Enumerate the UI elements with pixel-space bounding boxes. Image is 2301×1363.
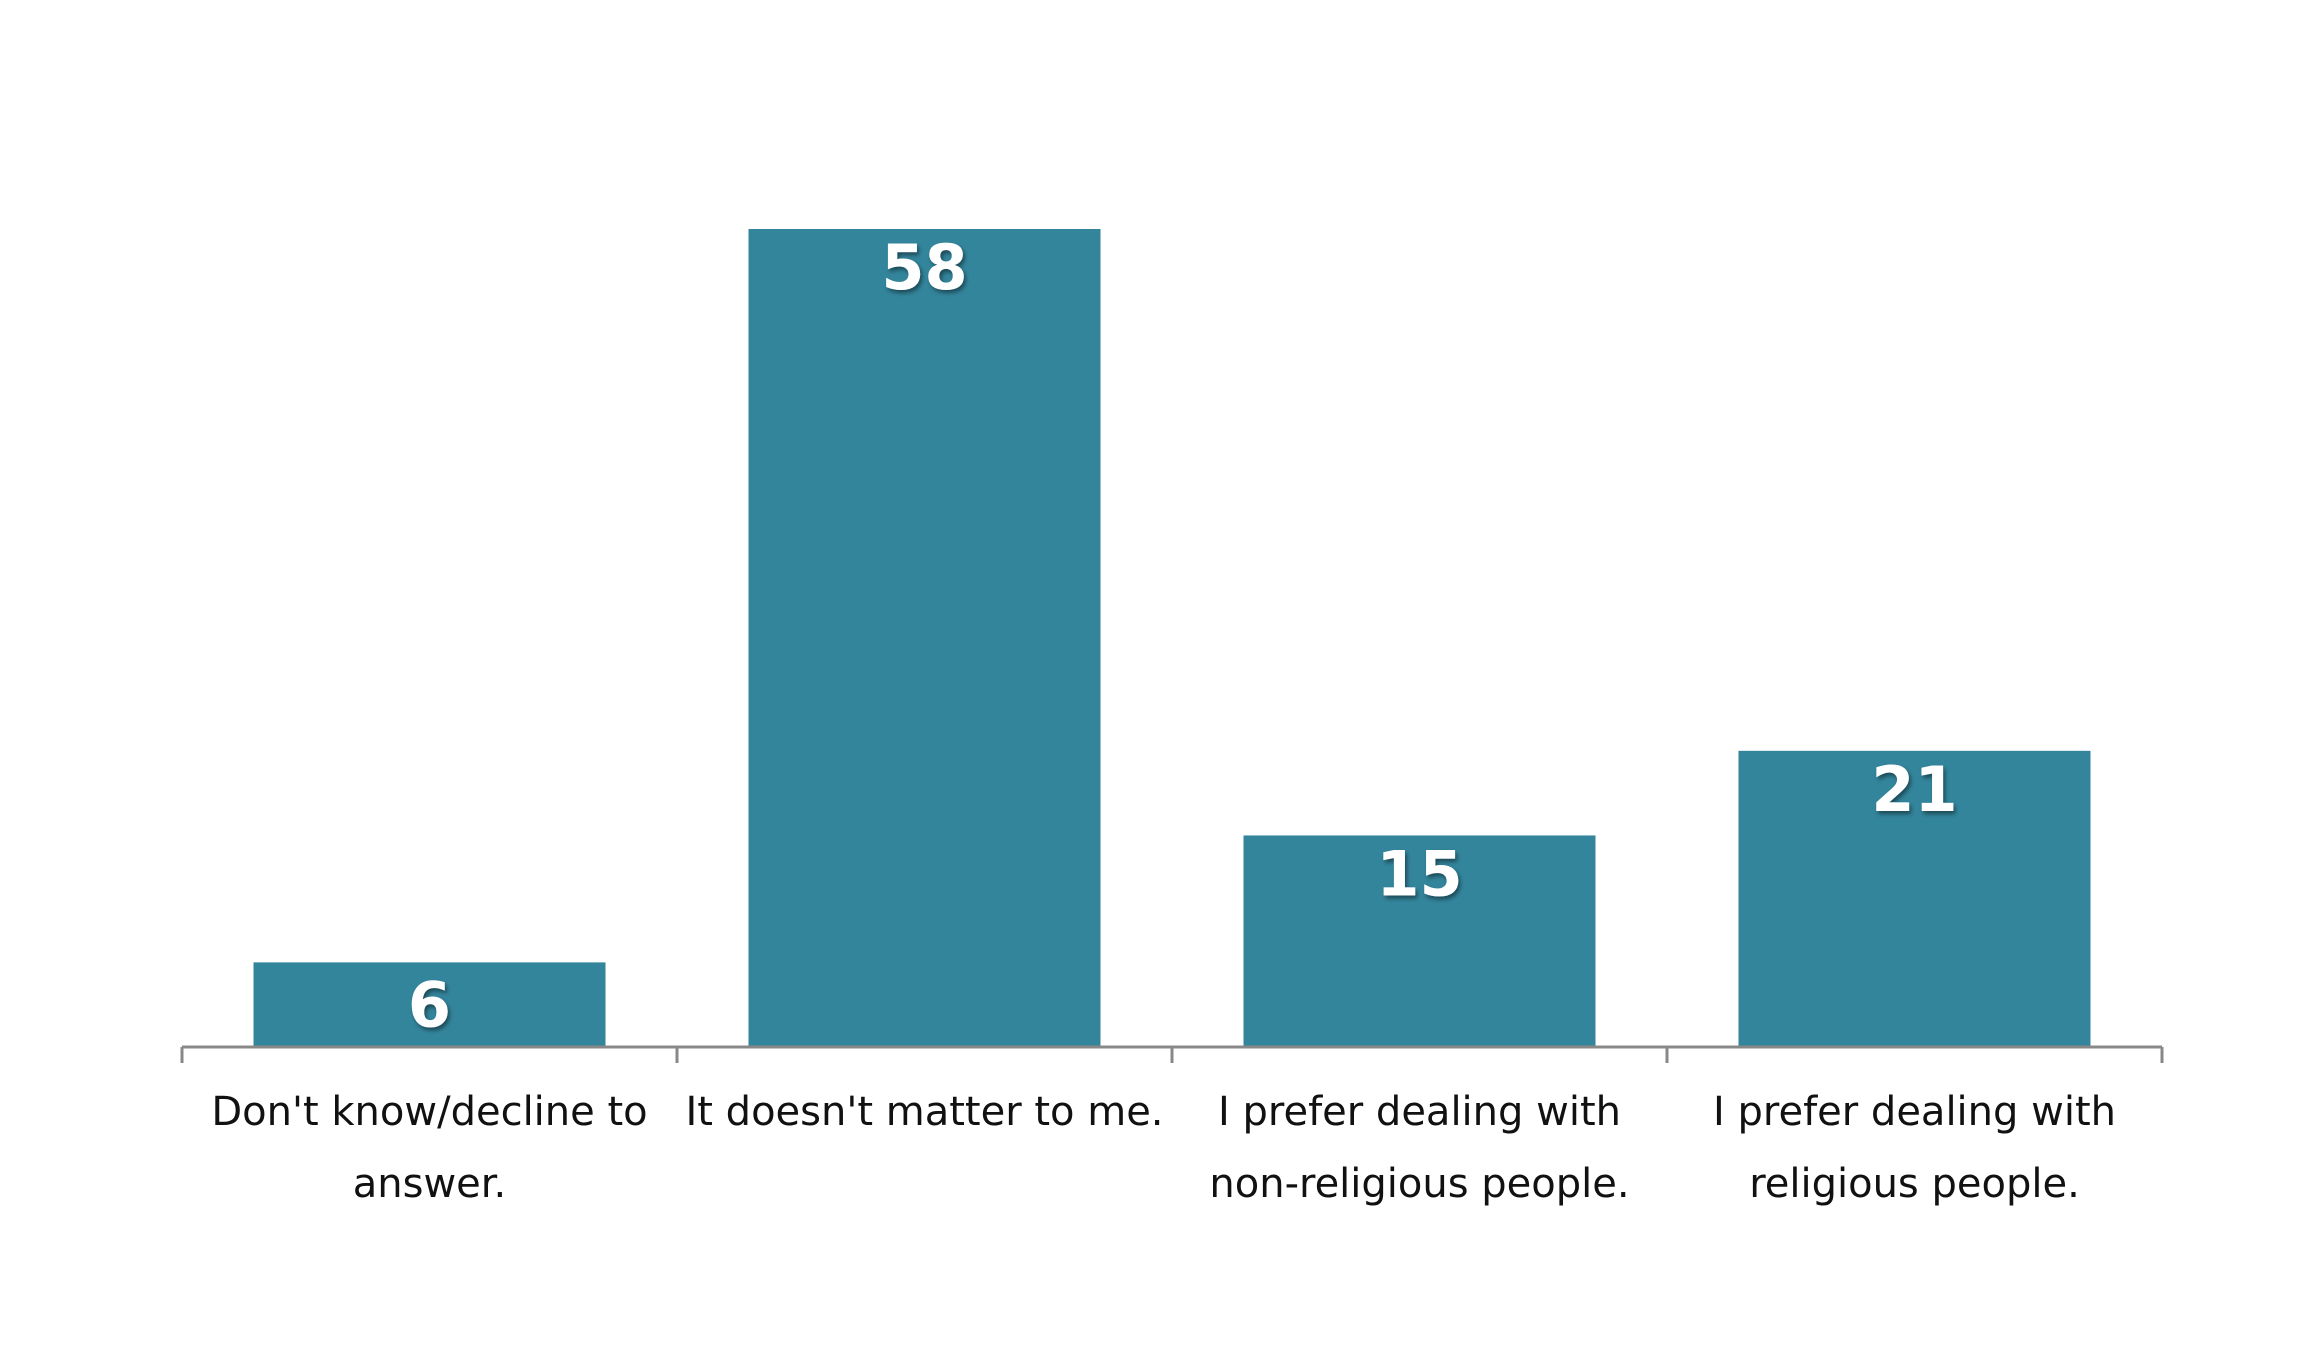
- bar-4: [1738, 750, 2091, 1047]
- data-label-4: 21: [1871, 753, 1957, 826]
- data-label-1: 6: [408, 969, 451, 1042]
- bar-2: [748, 229, 1101, 1047]
- category-label-4: religious people.: [1749, 1161, 2080, 1207]
- bar-1: [253, 962, 606, 1047]
- category-label-1: Don't know/decline to: [211, 1089, 647, 1135]
- bar-3: [1243, 835, 1596, 1047]
- category-label-1: answer.: [353, 1161, 507, 1207]
- category-label-2: It doesn't matter to me.: [685, 1089, 1163, 1135]
- category-label-3: non-religious people.: [1209, 1161, 1629, 1207]
- data-label-3: 15: [1376, 837, 1462, 910]
- category-label-3: I prefer dealing with: [1218, 1089, 1621, 1135]
- labels-layer: 6 Don't know/decline to answer. 58 It doesn'…: [211, 231, 2116, 1207]
- bars-layer: [253, 229, 2091, 1047]
- x-axis: [180, 1045, 2164, 1063]
- category-label-4: I prefer dealing with: [1713, 1089, 2116, 1135]
- data-label-2: 58: [881, 231, 967, 304]
